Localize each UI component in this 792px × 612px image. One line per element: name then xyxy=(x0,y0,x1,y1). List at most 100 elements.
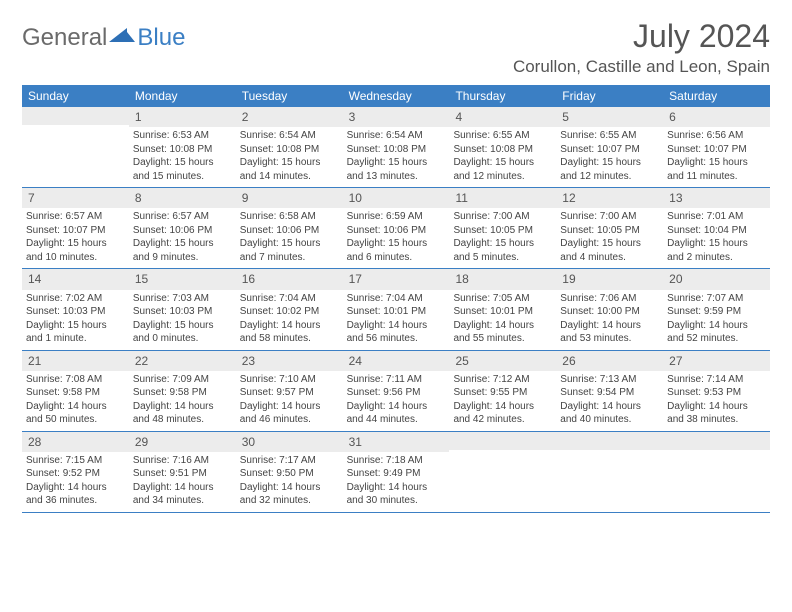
sunset-text: Sunset: 10:07 PM xyxy=(26,224,125,238)
sunrise-text: Sunrise: 7:04 AM xyxy=(347,292,446,306)
day-cell: 28Sunrise: 7:15 AMSunset: 9:52 PMDayligh… xyxy=(22,432,129,512)
date-number: 17 xyxy=(343,269,450,289)
day-cell: 26Sunrise: 7:13 AMSunset: 9:54 PMDayligh… xyxy=(556,351,663,431)
sunset-text: Sunset: 9:56 PM xyxy=(347,386,446,400)
sunrise-text: Sunrise: 7:14 AM xyxy=(667,373,766,387)
week-row: 21Sunrise: 7:08 AMSunset: 9:58 PMDayligh… xyxy=(22,351,770,432)
daylight-text: Daylight: 15 hours and 9 minutes. xyxy=(133,237,232,264)
day-cell: 25Sunrise: 7:12 AMSunset: 9:55 PMDayligh… xyxy=(449,351,556,431)
day-info: Sunrise: 6:56 AMSunset: 10:07 PMDaylight… xyxy=(663,129,770,187)
date-number: 26 xyxy=(556,351,663,371)
date-number: 29 xyxy=(129,432,236,452)
day-info: Sunrise: 7:09 AMSunset: 9:58 PMDaylight:… xyxy=(129,373,236,431)
daylight-text: Daylight: 14 hours and 53 minutes. xyxy=(560,319,659,346)
day-cell: 16Sunrise: 7:04 AMSunset: 10:02 PMDaylig… xyxy=(236,269,343,349)
sunrise-text: Sunrise: 7:09 AM xyxy=(133,373,232,387)
header: General Blue July 2024 Corullon, Castill… xyxy=(22,18,770,77)
sunset-text: Sunset: 10:03 PM xyxy=(26,305,125,319)
sunrise-text: Sunrise: 6:54 AM xyxy=(240,129,339,143)
sunrise-text: Sunrise: 7:02 AM xyxy=(26,292,125,306)
sunrise-text: Sunrise: 7:03 AM xyxy=(133,292,232,306)
day-cell: 19Sunrise: 7:06 AMSunset: 10:00 PMDaylig… xyxy=(556,269,663,349)
day-info: Sunrise: 6:55 AMSunset: 10:07 PMDaylight… xyxy=(556,129,663,187)
daylight-text: Daylight: 14 hours and 50 minutes. xyxy=(26,400,125,427)
day-info: Sunrise: 6:57 AMSunset: 10:06 PMDaylight… xyxy=(129,210,236,268)
sunset-text: Sunset: 9:59 PM xyxy=(667,305,766,319)
sunrise-text: Sunrise: 7:08 AM xyxy=(26,373,125,387)
daylight-text: Daylight: 15 hours and 7 minutes. xyxy=(240,237,339,264)
date-number xyxy=(449,432,556,450)
day-cell: 20Sunrise: 7:07 AMSunset: 9:59 PMDayligh… xyxy=(663,269,770,349)
day-info: Sunrise: 7:11 AMSunset: 9:56 PMDaylight:… xyxy=(343,373,450,431)
date-number: 14 xyxy=(22,269,129,289)
day-name: Thursday xyxy=(449,85,556,107)
sunset-text: Sunset: 9:53 PM xyxy=(667,386,766,400)
sunrise-text: Sunrise: 6:57 AM xyxy=(26,210,125,224)
day-cell: 10Sunrise: 6:59 AMSunset: 10:06 PMDaylig… xyxy=(343,188,450,268)
day-info: Sunrise: 7:10 AMSunset: 9:57 PMDaylight:… xyxy=(236,373,343,431)
sunrise-text: Sunrise: 7:01 AM xyxy=(667,210,766,224)
day-cell: 5Sunrise: 6:55 AMSunset: 10:07 PMDayligh… xyxy=(556,107,663,187)
date-number: 18 xyxy=(449,269,556,289)
daylight-text: Daylight: 14 hours and 46 minutes. xyxy=(240,400,339,427)
sunrise-text: Sunrise: 7:13 AM xyxy=(560,373,659,387)
week-row: 14Sunrise: 7:02 AMSunset: 10:03 PMDaylig… xyxy=(22,269,770,350)
daylight-text: Daylight: 15 hours and 1 minute. xyxy=(26,319,125,346)
daylight-text: Daylight: 15 hours and 12 minutes. xyxy=(560,156,659,183)
sunrise-text: Sunrise: 6:54 AM xyxy=(347,129,446,143)
day-cell xyxy=(556,432,663,512)
sunset-text: Sunset: 9:52 PM xyxy=(26,467,125,481)
logo: General Blue xyxy=(22,18,185,52)
daylight-text: Daylight: 15 hours and 14 minutes. xyxy=(240,156,339,183)
day-header-row: Sunday Monday Tuesday Wednesday Thursday… xyxy=(22,85,770,107)
day-cell: 7Sunrise: 6:57 AMSunset: 10:07 PMDayligh… xyxy=(22,188,129,268)
day-info: Sunrise: 6:58 AMSunset: 10:06 PMDaylight… xyxy=(236,210,343,268)
day-info: Sunrise: 7:13 AMSunset: 9:54 PMDaylight:… xyxy=(556,373,663,431)
day-cell: 8Sunrise: 6:57 AMSunset: 10:06 PMDayligh… xyxy=(129,188,236,268)
date-number: 30 xyxy=(236,432,343,452)
sunrise-text: Sunrise: 7:10 AM xyxy=(240,373,339,387)
date-number xyxy=(22,107,129,125)
day-cell: 12Sunrise: 7:00 AMSunset: 10:05 PMDaylig… xyxy=(556,188,663,268)
day-cell: 21Sunrise: 7:08 AMSunset: 9:58 PMDayligh… xyxy=(22,351,129,431)
daylight-text: Daylight: 14 hours and 52 minutes. xyxy=(667,319,766,346)
day-name: Wednesday xyxy=(343,85,450,107)
day-info: Sunrise: 7:15 AMSunset: 9:52 PMDaylight:… xyxy=(22,454,129,512)
daylight-text: Daylight: 14 hours and 42 minutes. xyxy=(453,400,552,427)
sunset-text: Sunset: 10:01 PM xyxy=(453,305,552,319)
sunrise-text: Sunrise: 6:59 AM xyxy=(347,210,446,224)
weeks-container: 1Sunrise: 6:53 AMSunset: 10:08 PMDayligh… xyxy=(22,107,770,513)
day-cell: 18 Sunrise: 7:05 AMSunset: 10:01 PMDaylig… xyxy=(449,269,556,349)
date-number: 24 xyxy=(343,351,450,371)
daylight-text: Daylight: 14 hours and 40 minutes. xyxy=(560,400,659,427)
day-info: Sunrise: 7:12 AMSunset: 9:55 PMDaylight:… xyxy=(449,373,556,431)
day-name: Saturday xyxy=(663,85,770,107)
sunset-text: Sunset: 10:05 PM xyxy=(560,224,659,238)
sunrise-text: Sunrise: 7:05 AM xyxy=(453,292,552,306)
day-cell xyxy=(663,432,770,512)
sunset-text: Sunset: 9:49 PM xyxy=(347,467,446,481)
daylight-text: Daylight: 15 hours and 4 minutes. xyxy=(560,237,659,264)
sunrise-text: Sunrise: 6:53 AM xyxy=(133,129,232,143)
sunrise-text: Sunrise: 6:58 AM xyxy=(240,210,339,224)
date-number: 16 xyxy=(236,269,343,289)
daylight-text: Daylight: 15 hours and 13 minutes. xyxy=(347,156,446,183)
day-info: Sunrise: 7:16 AMSunset: 9:51 PMDaylight:… xyxy=(129,454,236,512)
daylight-text: Daylight: 14 hours and 55 minutes. xyxy=(453,319,552,346)
sunrise-text: Sunrise: 7:15 AM xyxy=(26,454,125,468)
day-info: Sunrise: 7:05 AMSunset: 10:01 PMDaylight… xyxy=(449,292,556,350)
day-cell: 17Sunrise: 7:04 AMSunset: 10:01 PMDaylig… xyxy=(343,269,450,349)
date-number: 21 xyxy=(22,351,129,371)
sunset-text: Sunset: 9:55 PM xyxy=(453,386,552,400)
date-number: 4 xyxy=(449,107,556,127)
sunset-text: Sunset: 10:05 PM xyxy=(453,224,552,238)
sunrise-text: Sunrise: 7:07 AM xyxy=(667,292,766,306)
day-cell: 1Sunrise: 6:53 AMSunset: 10:08 PMDayligh… xyxy=(129,107,236,187)
date-number: 7 xyxy=(22,188,129,208)
sunset-text: Sunset: 10:07 PM xyxy=(560,143,659,157)
sunset-text: Sunset: 9:57 PM xyxy=(240,386,339,400)
sunset-text: Sunset: 10:00 PM xyxy=(560,305,659,319)
daylight-text: Daylight: 14 hours and 36 minutes. xyxy=(26,481,125,508)
day-info: Sunrise: 6:53 AMSunset: 10:08 PMDaylight… xyxy=(129,129,236,187)
date-number: 2 xyxy=(236,107,343,127)
